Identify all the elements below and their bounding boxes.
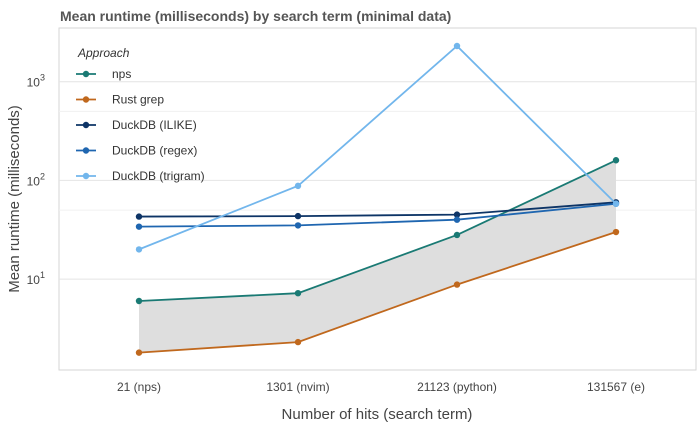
data-point — [453, 281, 461, 288]
ribbon-layer — [139, 160, 616, 353]
x-tick-label: 21123 (python) — [417, 380, 497, 394]
series-nps — [135, 157, 620, 305]
data-point — [294, 338, 302, 346]
legend-key-point — [82, 147, 90, 154]
data-point — [294, 212, 302, 220]
data-point — [135, 349, 143, 356]
data-point — [453, 211, 461, 218]
data-point — [453, 216, 461, 223]
legend-key-point — [82, 70, 90, 78]
series-line — [138, 202, 617, 228]
series-duckdb-trigram — [135, 42, 620, 253]
series-rust-grep — [135, 228, 620, 356]
data-point — [135, 246, 143, 253]
legend-label: DuckDB (regex) — [112, 144, 197, 158]
legend-label: nps — [112, 67, 131, 81]
y-axis: 101 102 103 — [27, 73, 45, 287]
legend-entry: Rust grep — [76, 93, 164, 107]
data-point — [453, 42, 461, 50]
legend-key-point — [82, 172, 90, 180]
y-tick-label: 101 — [27, 270, 45, 287]
legend: Approach nps Rust grep DuckDB (ILIKE) DuckD… — [76, 46, 205, 183]
legend-key-point — [82, 121, 90, 129]
ribbon-area — [139, 160, 616, 353]
legend-key-point — [82, 96, 90, 103]
data-point — [453, 231, 461, 239]
x-axis: 21 (nps) 1301 (nvim) 21123 (python) 131567 … — [117, 380, 645, 394]
y-tick-label: 103 — [27, 73, 45, 90]
x-axis-title: Number of hits (search term) — [282, 406, 473, 423]
series-layer — [135, 42, 620, 356]
y-axis-title: Mean runtime (milliseconds) — [6, 105, 23, 293]
legend-entry: DuckDB (ILIKE) — [76, 118, 197, 132]
data-point — [135, 223, 143, 230]
legend-label: Rust grep — [112, 93, 164, 107]
data-point — [135, 297, 143, 305]
data-point — [612, 157, 620, 164]
series-line — [138, 44, 617, 251]
data-point — [135, 213, 143, 220]
x-tick-label: 21 (nps) — [117, 380, 161, 394]
data-point — [294, 222, 302, 229]
series-line — [138, 231, 617, 354]
data-point — [294, 182, 302, 190]
legend-label: DuckDB (ILIKE) — [112, 118, 197, 132]
legend-label: DuckDB (trigram) — [112, 169, 205, 183]
data-point — [612, 200, 620, 207]
data-point — [612, 228, 620, 236]
chart-title: Mean runtime (milliseconds) by search te… — [60, 8, 451, 24]
legend-entry: DuckDB (regex) — [76, 144, 197, 158]
x-tick-label: 1301 (nvim) — [266, 380, 329, 394]
data-point — [294, 289, 302, 297]
x-tick-label: 131567 (e) — [587, 380, 645, 394]
series-line — [138, 201, 617, 218]
legend-title: Approach — [77, 46, 130, 60]
series-line — [138, 159, 617, 302]
legend-entry: nps — [76, 67, 131, 81]
y-tick-label: 102 — [27, 171, 45, 188]
legend-entry: DuckDB (trigram) — [76, 169, 205, 183]
